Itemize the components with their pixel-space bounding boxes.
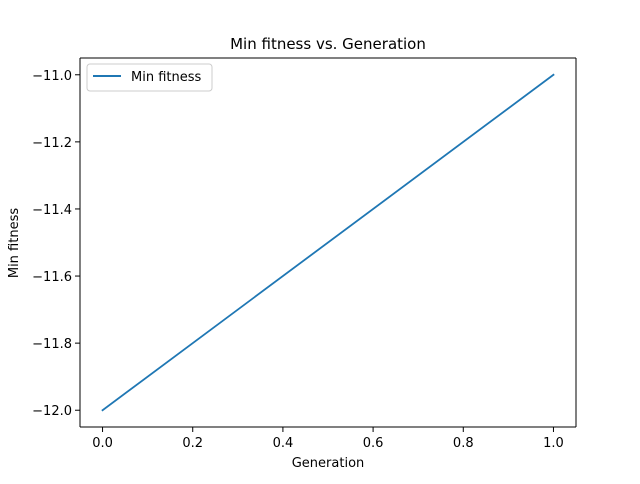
- x-tick-label: 0.2: [182, 436, 203, 451]
- series-layer: [101, 73, 555, 412]
- x-axis-label: Generation: [292, 456, 365, 471]
- legend-box: [86, 63, 213, 92]
- chart-title: Min fitness vs. Generation: [230, 35, 426, 53]
- legend-label-min-fitness: Min fitness: [131, 70, 201, 85]
- x-tick-label: 0.4: [273, 436, 294, 451]
- x-tick-label: 1.0: [543, 436, 564, 451]
- x-axis-ticks: 0.0 0.2 0.4 0.6 0.8 1.0: [92, 427, 564, 451]
- series-line-min-fitness: [101, 73, 555, 412]
- x-tick-label: 0.0: [92, 436, 113, 451]
- y-tick-label: −11.2: [32, 136, 72, 151]
- y-tick-label: −12.0: [32, 404, 72, 419]
- y-axis-ticks: −12.0 −11.8 −11.6 −11.4 −11.2 −11.0: [32, 69, 80, 419]
- y-tick-label: −11.4: [32, 203, 72, 218]
- y-tick-label: −11.6: [32, 270, 72, 285]
- y-axis-label: Min fitness: [7, 208, 22, 278]
- legend: Min fitness: [86, 63, 213, 92]
- x-tick-label: 0.6: [363, 436, 384, 451]
- plot-frame: [79, 57, 577, 428]
- y-tick-label: −11.8: [32, 337, 72, 352]
- x-tick-label: 0.8: [453, 436, 474, 451]
- y-tick-label: −11.0: [32, 69, 72, 84]
